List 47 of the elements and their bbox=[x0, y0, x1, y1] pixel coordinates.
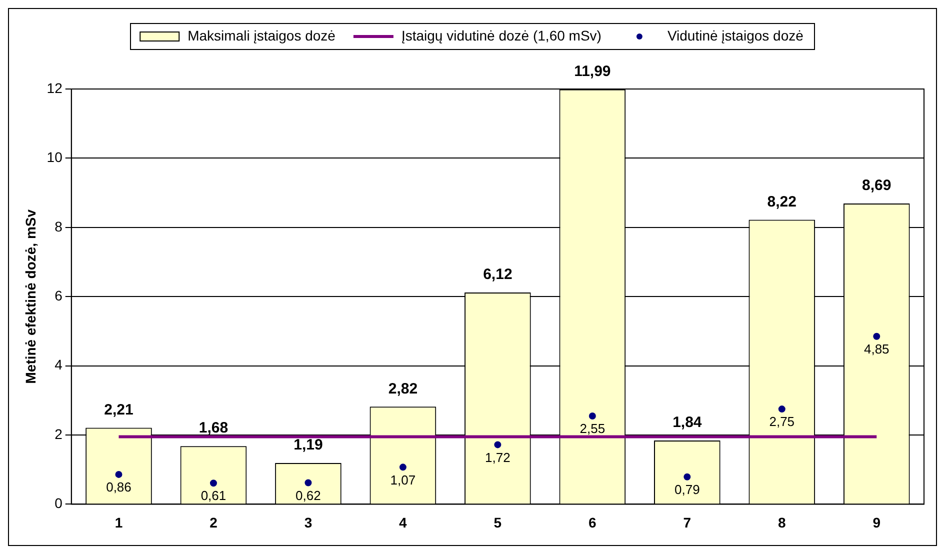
data-label: 0,79 bbox=[674, 482, 700, 497]
x-tick-label: 5 bbox=[494, 514, 502, 530]
legend-label: Įstaigų vidutinė dozė (1,60 mSv) bbox=[401, 27, 602, 44]
data-label: 1,19 bbox=[294, 436, 323, 454]
data-label: 8,22 bbox=[767, 193, 796, 210]
point bbox=[304, 479, 312, 486]
x-tick-label: 8 bbox=[778, 514, 786, 530]
x-tick-label: 2 bbox=[210, 514, 218, 530]
legend-label: Maksimali įstaigos dozė bbox=[188, 27, 336, 44]
point bbox=[115, 470, 122, 478]
point bbox=[588, 412, 596, 420]
point bbox=[778, 406, 786, 413]
data-label: 0,86 bbox=[106, 480, 132, 495]
y-tick-label: 4 bbox=[54, 356, 63, 373]
legend-label: Vidutinė įstaigos dozė bbox=[667, 27, 804, 44]
x-tick-label: 6 bbox=[588, 514, 597, 530]
x-tick-label: 3 bbox=[304, 514, 312, 530]
data-label: 1,72 bbox=[485, 450, 510, 465]
data-label: 6,12 bbox=[483, 266, 512, 284]
y-axis-title: Metinė efektinė dozė, mSv bbox=[22, 209, 38, 384]
data-label: 2,75 bbox=[769, 414, 795, 430]
y-tick-label: 12 bbox=[46, 80, 63, 96]
data-label: 0,61 bbox=[200, 488, 226, 504]
data-label: 1,07 bbox=[390, 472, 416, 488]
x-tick-label: 9 bbox=[872, 514, 881, 530]
point bbox=[873, 332, 880, 340]
y-tick-label: 0 bbox=[54, 495, 63, 512]
data-label: 2,21 bbox=[104, 401, 134, 418]
data-label: 1,84 bbox=[672, 414, 702, 432]
point bbox=[494, 441, 502, 448]
data-label: 0,62 bbox=[296, 488, 321, 503]
y-tick-label: 2 bbox=[54, 426, 63, 442]
x-tick-label: 7 bbox=[683, 514, 692, 530]
point bbox=[684, 473, 691, 480]
point bbox=[210, 480, 217, 487]
x-tick-label: 1 bbox=[114, 514, 123, 530]
y-tick-label: 6 bbox=[54, 287, 63, 304]
data-label: 11,99 bbox=[574, 62, 611, 80]
data-label: 8,69 bbox=[862, 177, 892, 194]
point bbox=[399, 464, 406, 471]
data-label: 1,68 bbox=[198, 420, 228, 437]
data-label: 2,55 bbox=[580, 421, 606, 436]
y-tick-label: 8 bbox=[54, 218, 63, 234]
data-label: 4,85 bbox=[864, 341, 890, 356]
data-label: 2,82 bbox=[388, 380, 418, 398]
x-tick-label: 4 bbox=[399, 514, 408, 530]
y-tick-label: 10 bbox=[46, 149, 63, 166]
